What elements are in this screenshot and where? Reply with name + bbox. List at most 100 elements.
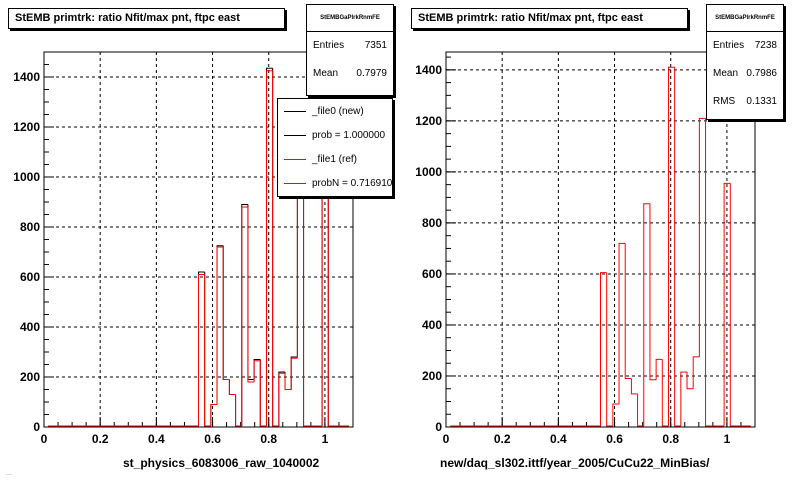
left-hist-bin-a-1 [204,272,211,427]
right-x-tick-label-2: 0.4 [550,432,567,446]
left-hist-bin-a-13 [278,371,286,426]
right-hist-bin-a-17 [705,118,712,427]
right-stats-rms-value: 0.1331 [746,96,777,107]
right-stats-entries-value: 7238 [754,40,777,51]
right-stats-rms-label: RMS [713,96,736,107]
left-legend: _file0 (new) prob = 1.000000 _file1 (ref… [277,98,393,197]
right-stats-rms-row: RMS 0.1331 [707,88,783,116]
right-hist-bin-a-7 [643,203,650,426]
right-hist-bin-a-15 [692,356,700,389]
right-y-tick-label-0: 0 [435,420,442,434]
left-stats-mean-label: Mean [313,68,339,79]
legend-label-new: _file0 (new) [312,105,364,117]
right-hist-bin-a-13 [680,371,688,426]
legend-entry-new: _file0 (new) [278,99,392,123]
right-hist-bin-a-9 [655,358,663,380]
left-stats-header: StEMBGaPlrkRnmFE [307,5,393,32]
right-y-tick-label-5: 1000 [415,165,442,179]
left-stats-mean-value: 0.7979 [356,68,387,79]
left-hist-bin-b-4 [222,247,230,380]
left-y-tick-label-3: 600 [20,270,40,284]
legend-line-ref [284,158,306,160]
left-plot-title: StEMB primtrk: ratio Nfit/max pnt, ftpc … [8,8,285,29]
right-x-tick-label-4: 0.8 [662,432,679,446]
left-hist-bin-a-3 [216,245,224,405]
left-x-tick-label-0: 0 [41,432,48,446]
left-stats-entries-row: Entries 7351 [307,32,393,60]
left-hist-bin-a-6 [235,394,242,427]
right-hist-bin-a-12 [674,67,681,427]
left-hist-bin-b-14 [284,373,292,390]
right-stats-mean-label: Mean [713,68,739,79]
right-hist-bin-a-11 [667,66,675,426]
legend-entry-prob: prob = 1.000000 [278,123,392,147]
right-y-tick-label-4: 800 [422,216,442,230]
left-y-tick-label-1: 200 [20,370,40,384]
left-y-tick-label-7: 1400 [13,70,40,84]
left-hist-bin-b-8 [247,207,255,383]
right-stats-mean-value: 0.7986 [746,68,777,79]
left-hist-bin-a-2 [210,404,218,426]
left-hist-bin-b-10 [259,360,267,427]
right-stats-entries-row: Entries 7238 [707,32,783,60]
right-hist-bin-a-6 [637,393,644,427]
left-y-tick-label-5: 1000 [13,170,40,184]
left-hist-bin-b-5 [228,379,236,395]
left-hist-bin-a-7 [241,204,248,426]
legend-line-probn [284,182,306,184]
right-hist-bin-a-4 [624,243,632,380]
left-hist-bin-b-3 [216,246,224,405]
right-hist-bin-a-8 [649,203,657,381]
legend-entry-ref: _file1 (ref) [278,147,392,171]
left-y-tick-label-4: 800 [20,220,40,234]
left-hist-bin-b-13 [278,372,286,426]
left-hist-bin-b-15 [290,357,298,390]
left-x-tick-label-3: 0.6 [204,432,221,446]
legend-label-prob: prob = 1.000000 [312,129,386,141]
right-stats-header: StEMBGaPlrkRnmFE [707,5,783,32]
right-y-tick-label-1: 200 [422,369,442,383]
legend-entry-probn: probN = 0.716910 [278,171,392,195]
legend-label-ref: _file1 (ref) [312,153,358,165]
left-stats-mean-row: Mean 0.7979 [307,60,393,88]
left-hist-bin-a-0 [198,271,205,426]
left-x-axis-label: st_physics_6083006_raw_1040002 [123,456,320,470]
right-hist-bin-a-2 [612,403,620,426]
left-stats-entries-value: 7351 [364,40,387,51]
right-plot-title: StEMB primtrk: ratio Nfit/max pnt, ftpc … [411,8,688,29]
left-hist-bin-b-12 [272,70,279,427]
left-hist-bin-b-6 [235,394,242,427]
legend-line-prob [284,134,306,136]
left-hist-bin-b-0 [198,274,205,426]
left-x-tick-label-1: 0.2 [92,432,109,446]
right-stats-mean-row: Mean 0.7986 [707,60,783,88]
left-hist-bin-b-11 [265,70,273,426]
right-x-axis-label: new/daq_sl302.ittf/year_2005/CuCu22_MinB… [440,456,710,470]
right-hist-bin-a-20 [723,182,731,426]
right-stats-entries-label: Entries [713,40,745,51]
left-hist-bin-a-10 [259,359,267,427]
left-y-tick-label-6: 1200 [13,120,40,134]
left-hist-bin-a-8 [247,204,255,380]
legend-line-new [284,110,306,112]
right-hist-bin-a-14 [686,372,694,390]
right-hist-bin-a-10 [661,359,669,427]
left-hist-bin-a-15 [290,356,298,390]
left-x-tick-label-5: 1 [322,432,329,446]
left-hist-bin-b-17 [303,125,310,427]
right-y-tick-label-6: 1200 [415,114,442,128]
left-hist-bin-a-11 [265,67,273,426]
left-x-tick-label-4: 0.8 [260,432,277,446]
legend-label-probn: probN = 0.716910 [312,177,393,189]
left-hist-bin-b-7 [241,206,248,426]
left-y-tick-label-2: 400 [20,320,40,334]
left-stats-box: StEMBGaPlrkRnmFE Entries 7351 Mean 0.797… [306,4,394,96]
right-hist-bin-a-16 [698,117,706,357]
right-x-tick-label-0: 0 [443,432,450,446]
left-x-tick-label-2: 0.4 [148,432,165,446]
right-hist-bin-a-0 [600,272,607,426]
left-stats-entries-label: Entries [313,40,345,51]
right-hist-bin-a-5 [630,378,638,395]
left-hist-bin-a-4 [222,245,230,380]
